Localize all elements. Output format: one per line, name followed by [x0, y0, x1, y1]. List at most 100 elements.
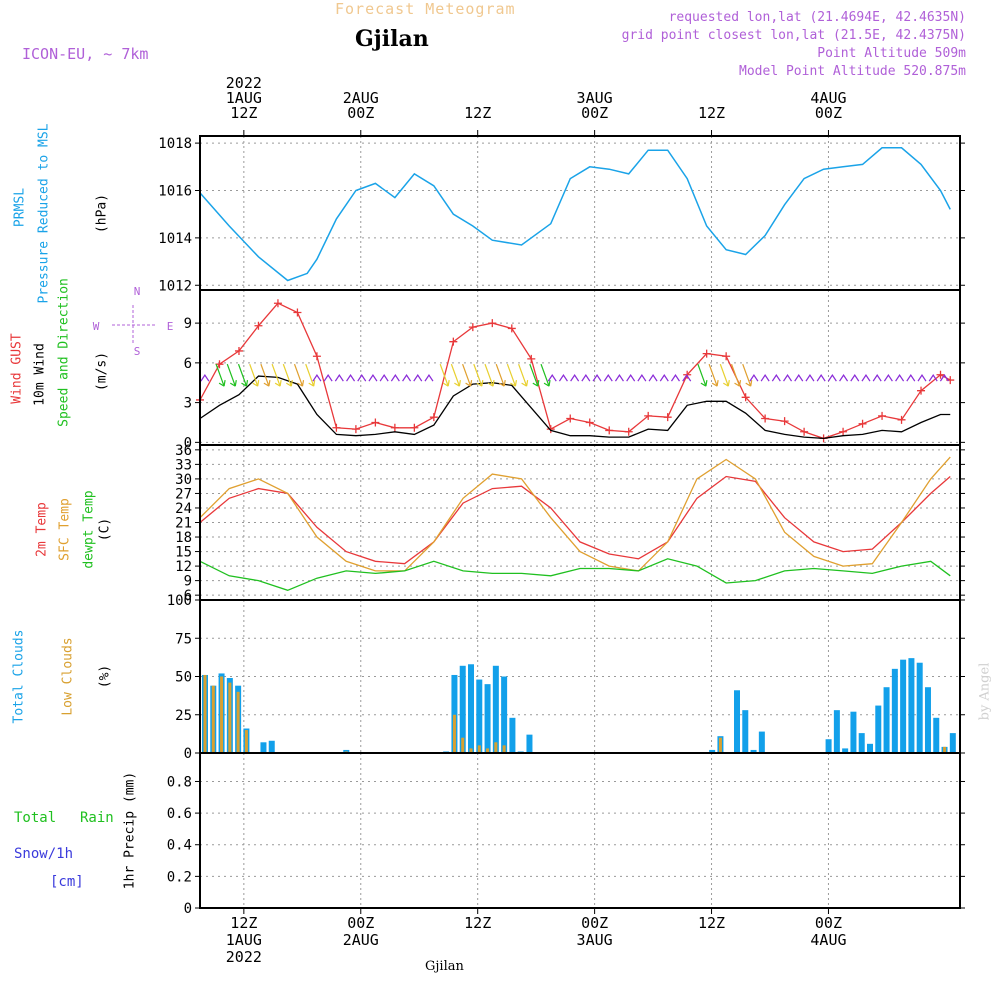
low-cloud-bar — [220, 676, 224, 753]
wind-direction-arrow — [883, 374, 893, 382]
y-tick-label-clouds: 50 — [175, 670, 192, 686]
y-tick-label-temp: 33 — [175, 457, 192, 473]
low-cloud-bar — [228, 682, 232, 753]
time-label-bottom: 4AUG — [810, 931, 846, 949]
wind-gust-marker — [858, 419, 867, 428]
y-tick-label-temp: 27 — [175, 486, 192, 502]
wind-direction-arrow — [282, 363, 293, 387]
y-tick-label-temp: 24 — [175, 501, 192, 517]
wind-speed-line — [199, 375, 951, 440]
wind-direction-arrow — [200, 374, 210, 382]
total-cloud-bar — [268, 740, 275, 753]
wind-direction-arrow — [906, 374, 916, 382]
low-cloud-bar — [211, 685, 215, 753]
wind-direction-arrow — [872, 374, 882, 382]
wind-gust-marker — [800, 427, 809, 436]
wind-gust-marker — [449, 337, 458, 346]
wind-direction-arrow — [323, 374, 333, 382]
total-cloud-bar — [867, 743, 873, 753]
y-tick-label-wind: 9 — [184, 316, 192, 332]
total-cloud-bar — [883, 687, 890, 753]
time-label-bottom: 12Z — [464, 914, 491, 932]
total-cloud-bar — [476, 679, 483, 753]
wind-direction-arrow — [928, 374, 938, 382]
time-label-top: 2AUG — [343, 89, 379, 107]
time-label-top: 00Z — [581, 104, 608, 122]
snow-unit-label: [cm] — [50, 874, 84, 890]
wind-direction-arrow — [816, 374, 826, 382]
y-tick-label-wind: 3 — [184, 396, 192, 412]
wind-direction-arrow — [547, 374, 557, 382]
snow-label: Snow/1h — [14, 846, 74, 862]
wind-direction-arrow — [312, 374, 322, 382]
wind-gust-marker — [722, 352, 731, 361]
y-tick-label-clouds: 100 — [167, 593, 192, 609]
wind-gust-marker — [917, 386, 926, 395]
wind-direction-arrow — [260, 363, 271, 387]
wind-gust-marker — [371, 418, 380, 427]
wind-direction-arrow — [861, 374, 871, 382]
y-tick-label-precip: 0.2 — [167, 869, 192, 885]
wind-direction-arrow — [570, 374, 580, 382]
low-cloud-bar — [244, 730, 248, 753]
wind-direction-arrow — [473, 363, 484, 387]
total-cloud-bar — [933, 717, 940, 753]
y-tick-label-pressure: 1014 — [158, 231, 192, 247]
time-label-top: 2022 — [226, 74, 262, 92]
time-label-bottom: 12Z — [230, 914, 257, 932]
wind-direction-arrow — [346, 374, 356, 382]
wind-direction-arrow — [215, 363, 226, 387]
total-cloud-bar — [916, 662, 923, 753]
wind-direction-arrow — [794, 374, 804, 382]
y-tick-label-precip: 0.4 — [167, 838, 192, 854]
time-label-bottom: 3AUG — [577, 931, 613, 949]
wind-gust-marker — [390, 423, 399, 432]
wind-direction-arrow — [805, 374, 815, 382]
y-tick-label-temp: 21 — [175, 516, 192, 532]
footer-station-name: Gjilan — [425, 959, 464, 974]
wind-direction-arrow — [390, 374, 400, 382]
total-cloud-bar — [924, 687, 931, 753]
wind-direction-arrow — [518, 363, 529, 387]
y-tick-label-temp: 9 — [184, 574, 192, 590]
model-name: ICON-EU, ~ 7km — [22, 45, 149, 63]
time-label-bottom: 00Z — [347, 914, 374, 932]
total-cloud-bar — [891, 668, 898, 753]
y-tick-label-temp: 36 — [175, 443, 192, 459]
low-cloud-bar — [486, 748, 490, 753]
wind-direction-arrow — [226, 363, 237, 387]
low-cloud-bar — [494, 742, 498, 753]
wind-direction-arrow — [670, 374, 680, 382]
wind-direction-arrow — [413, 374, 423, 382]
total-cloud-bar — [734, 690, 740, 753]
low-cloud-bar — [236, 691, 240, 753]
y-tick-label-temp: 30 — [175, 472, 192, 488]
precip-total-label: Total — [14, 810, 57, 826]
wind-direction-arrow — [603, 374, 613, 382]
wind-direction-arrow — [682, 374, 692, 382]
wind-gust-marker — [527, 354, 536, 363]
wind-direction-arrow — [697, 363, 708, 387]
y-tick-label-temp: 6 — [184, 588, 192, 604]
wind-gust-marker — [644, 411, 653, 420]
wind-direction-arrow — [771, 374, 781, 382]
wind-direction-arrow — [592, 374, 602, 382]
low-cloud-bar — [502, 745, 506, 753]
compass-rose — [112, 305, 156, 345]
wind-gust-marker — [936, 370, 945, 379]
wind-direction-arrow — [730, 363, 742, 387]
low-cloud-bar — [943, 746, 947, 753]
time-label-bottom: 2022 — [226, 948, 262, 966]
low-cloud-bar — [452, 714, 456, 753]
time-label-bottom: 1AUG — [226, 931, 262, 949]
wind-direction-arrow — [558, 374, 568, 382]
requested-location: requested lon,lat (21.4694E, 42.4635N) — [668, 10, 966, 25]
y-tick-label-clouds: 25 — [175, 708, 192, 724]
total-cloud-bar — [949, 733, 956, 753]
wind-direction-arrow — [760, 374, 770, 382]
time-label-bottom: 12Z — [698, 914, 725, 932]
total-cloud-bar — [459, 665, 466, 753]
wind-direction-arrow — [540, 363, 551, 387]
total-cloud-bar — [758, 731, 765, 753]
wind-direction-arrow — [850, 374, 860, 382]
